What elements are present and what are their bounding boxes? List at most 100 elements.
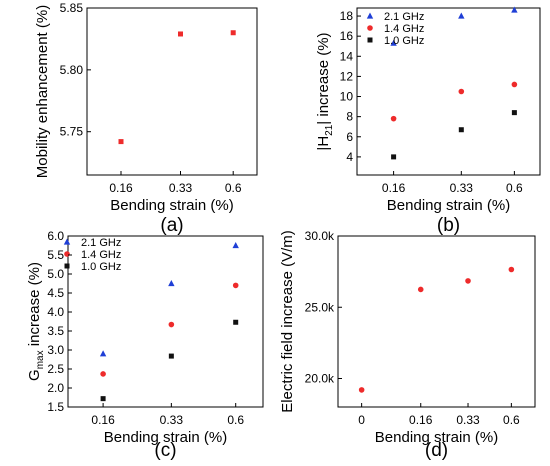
y-tick-label: 8 [346,110,353,124]
data-point [465,278,471,284]
legend-marker [64,263,70,269]
data-points-a [118,30,236,145]
x-tick-label: 0.6 [506,181,523,195]
legend-label: 2.1 GHz [384,11,424,23]
data-point [230,30,236,36]
legend-marker [64,251,70,257]
y-tick-label: 14 [340,49,354,63]
y-tick-label: 5.80 [60,63,84,77]
y-tick-label: 5.5 [47,248,64,262]
x-tick-label: 0.33 [450,181,474,195]
y-tick-label: 30.0k [305,229,335,243]
y-tick-label: 16 [340,29,354,43]
y-tick-label: 5.0 [47,267,64,281]
x-tick-label: 0 [358,413,365,427]
legend-marker [367,37,373,43]
data-point [458,12,465,19]
plot-frame-a [86,7,258,176]
data-point [100,396,106,402]
data-point [391,154,397,160]
y-tick-label: 4.5 [47,286,64,300]
ylabel-sub-c: max [35,350,46,369]
data-point [168,321,175,328]
data-point [508,266,515,273]
legend-label: 1.0 GHz [384,35,424,47]
x-tick-label: 0.16 [409,413,433,427]
data-points-c [99,242,239,402]
x-tick-label: 0.16 [382,181,406,195]
plot-frame-c [67,235,264,408]
y-axis-label-b: |H21| increase (%) [315,32,335,150]
y-tick-label: 18 [340,9,354,23]
panel-label-c: (c) [154,440,176,461]
ylabel-pre-c: G [26,369,43,381]
legend-marker [63,238,71,245]
y-tick-label: 10 [340,90,354,104]
data-point [511,110,517,116]
x-tick-label: 0.6 [225,181,242,195]
x-axis-label-a: Bending strain (%) [110,197,233,214]
x-tick-label: 0.6 [503,413,520,427]
legend-label: 1.0 GHz [81,261,121,273]
data-point [390,39,397,46]
y-tick-label: 6.0 [47,229,64,243]
y-axis-label-a: Mobility enhancement (%) [34,5,51,178]
y-tick-label: 20.0k [305,372,335,386]
x-axis-label-b: Bending strain (%) [387,197,510,214]
legend-label: 2.1 GHz [81,237,121,249]
x-tick-label: 0.33 [160,413,184,427]
data-point [178,31,183,37]
data-point [99,350,107,357]
data-point [232,282,239,289]
x-axis-label-d: Bending strain (%) [375,429,498,446]
ylabel-sub-b: 21 [324,124,335,136]
legend-marker [367,25,373,31]
plot-frame-d [337,235,536,408]
y-tick-label: 3.5 [47,324,64,338]
data-point [458,88,465,95]
x-tick-label: 0.16 [91,413,115,427]
y-tick-label: 2.0 [47,381,64,395]
ylabel-post-c: increase (%) [26,262,43,350]
y-tick-label: 5.85 [60,1,84,15]
ylabel-post-b: | increase (%) [315,32,332,124]
panel-label-b: (b) [437,215,460,236]
data-points-b [390,6,518,160]
data-point [232,242,239,249]
data-point [233,319,239,325]
data-point [118,139,124,145]
y-tick-label: 3.0 [47,343,64,357]
ylabel-pre-b: |H [315,136,332,151]
y-tick-label: 12 [340,69,354,83]
data-point [100,371,106,377]
y-tick-label: 6 [346,130,353,144]
data-points-d [358,266,515,393]
x-tick-label: 0.6 [227,413,244,427]
y-axis-label-c: Gmax increase (%) [26,262,46,381]
data-point [458,127,464,133]
x-tick-label: 0.16 [109,181,133,195]
y-axis-label-d: Electric field increase (V/m) [279,230,296,413]
legend-label: 1.4 GHz [81,249,121,261]
legend-marker [366,12,374,19]
panel-d: Bending strain (%) Electric field increa… [279,229,536,461]
y-tick-label: 25.0k [305,300,335,314]
data-point [358,387,365,393]
data-point [511,81,518,88]
data-point [168,353,174,359]
panel-label-a: (a) [160,215,183,236]
y-tick-label: 5.75 [60,125,84,139]
legend-label: 1.4 GHz [384,23,424,35]
y-tick-label: 1.5 [47,400,64,414]
x-axis-label-c: Bending strain (%) [104,429,227,446]
y-tick-label: 4 [346,150,353,164]
data-point [511,6,518,13]
y-tick-label: 2.5 [47,362,64,376]
data-point [390,115,397,122]
x-tick-label: 0.33 [456,413,480,427]
